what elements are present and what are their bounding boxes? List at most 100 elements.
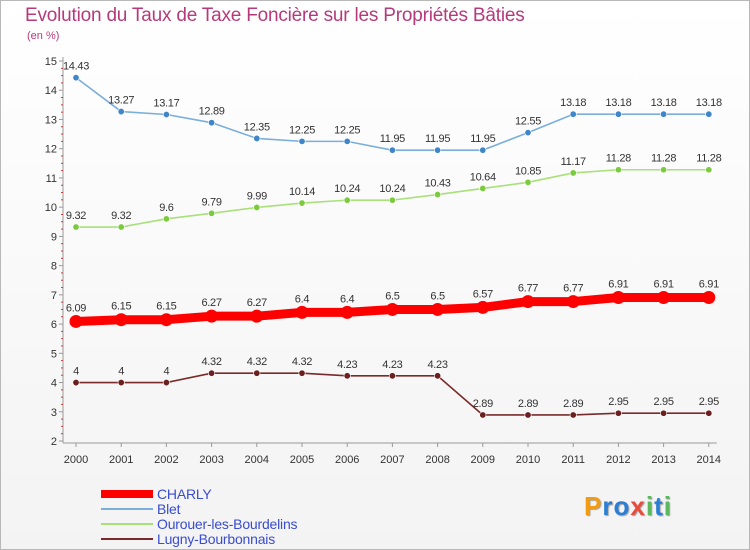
series-point-ourouer-les-bourdelins (434, 191, 442, 199)
series-point-lugny-bourbonnais (298, 369, 306, 377)
series-point-charly (431, 302, 445, 316)
series-point-ourouer-les-bourdelins (614, 166, 622, 174)
x-tick-label: 2010 (516, 454, 540, 466)
data-label-blet: 13.18 (651, 97, 677, 109)
data-label-charly: 6.77 (563, 283, 583, 295)
series-point-lugny-bourbonnais (72, 379, 80, 387)
y-tick-label: 10 (45, 202, 57, 214)
series-point-blet (388, 146, 396, 154)
proxiti-logo: Proxiti (584, 491, 672, 521)
data-label-blet: 12.25 (334, 124, 360, 136)
data-label-lugny-bourbonnais: 4 (73, 366, 79, 378)
data-label-charly: 6.91 (699, 278, 719, 290)
series-point-ourouer-les-bourdelins (343, 196, 351, 204)
x-tick-label: 2002 (154, 454, 178, 466)
legend-label-ourouer-les-bourdelins: Ourouer-les-Bourdelins (157, 516, 298, 532)
legend-swatch-ourouer-les-bourdelins (101, 523, 153, 525)
series-point-ourouer-les-bourdelins (388, 196, 396, 204)
series-point-charly (385, 302, 399, 316)
y-tick-label: 5 (51, 348, 57, 360)
y-tick-label: 6 (51, 319, 57, 331)
data-label-lugny-bourbonnais: 4.32 (201, 356, 221, 368)
series-point-blet (72, 74, 80, 82)
x-tick-label: 2006 (335, 454, 359, 466)
data-label-charly: 6.5 (430, 290, 445, 302)
y-tick-label: 7 (51, 290, 57, 302)
y-tick-label: 3 (51, 407, 57, 419)
data-label-ourouer-les-bourdelins: 10.24 (379, 183, 405, 195)
x-tick-label: 2004 (245, 454, 269, 466)
series-point-lugny-bourbonnais (162, 379, 170, 387)
data-label-charly: 6.15 (111, 301, 131, 313)
data-label-charly: 6.4 (295, 293, 310, 305)
legend-label-charly: CHARLY (157, 486, 212, 502)
series-point-blet (253, 134, 261, 142)
x-tick-label: 2014 (697, 454, 721, 466)
data-label-blet: 12.35 (244, 121, 270, 133)
data-label-charly: 6.27 (201, 297, 221, 309)
y-tick-label: 13 (45, 114, 57, 126)
data-label-ourouer-les-bourdelins: 10.24 (334, 183, 360, 195)
series-point-charly (114, 313, 128, 327)
legend-swatch-charly (101, 490, 153, 498)
series-point-blet (524, 129, 532, 137)
data-label-ourouer-les-bourdelins: 11.28 (696, 153, 721, 165)
series-point-ourouer-les-bourdelins (72, 223, 80, 231)
series-point-lugny-bourbonnais (614, 409, 622, 417)
series-point-lugny-bourbonnais (524, 411, 532, 419)
series-point-ourouer-les-bourdelins (569, 169, 577, 177)
x-tick-label: 2005 (290, 454, 314, 466)
data-label-lugny-bourbonnais: 2.89 (563, 398, 583, 410)
data-label-lugny-bourbonnais: 4 (163, 366, 169, 378)
series-point-ourouer-les-bourdelins (524, 178, 532, 186)
data-label-charly: 6.5 (385, 290, 400, 302)
series-point-charly (611, 290, 625, 304)
legend-swatch-lugny-bourbonnais (101, 538, 153, 540)
series-point-ourouer-les-bourdelins (117, 223, 125, 231)
data-label-lugny-bourbonnais: 2.89 (473, 398, 493, 410)
data-label-blet: 13.27 (108, 95, 134, 107)
data-label-lugny-bourbonnais: 4.23 (337, 359, 357, 371)
series-point-blet (434, 146, 442, 154)
series-point-lugny-bourbonnais (343, 372, 351, 380)
series-point-ourouer-les-bourdelins (298, 199, 306, 207)
x-tick-label: 2013 (651, 454, 675, 466)
series-point-ourouer-les-bourdelins (208, 209, 216, 217)
y-tick-label: 15 (45, 56, 57, 68)
series-point-lugny-bourbonnais (253, 369, 261, 377)
x-tick-label: 2012 (606, 454, 630, 466)
data-label-lugny-bourbonnais: 2.95 (653, 396, 673, 408)
series-point-lugny-bourbonnais (479, 411, 487, 419)
data-label-charly: 6.4 (340, 293, 355, 305)
data-label-blet: 12.55 (515, 116, 541, 128)
series-point-lugny-bourbonnais (569, 411, 577, 419)
data-label-ourouer-les-bourdelins: 11.17 (561, 156, 586, 168)
data-label-blet: 12.25 (289, 124, 315, 136)
series-point-blet (705, 110, 713, 118)
legend-label-lugny-bourbonnais: Lugny-Bourbonnais (157, 531, 276, 547)
series-point-blet (660, 110, 668, 118)
data-label-charly: 6.91 (653, 278, 673, 290)
data-label-blet: 13.18 (560, 97, 586, 109)
data-label-ourouer-les-bourdelins: 11.28 (651, 153, 676, 165)
data-label-ourouer-les-bourdelins: 9.32 (111, 210, 131, 222)
data-label-lugny-bourbonnais: 4.32 (247, 356, 267, 368)
y-tick-label: 12 (45, 144, 57, 156)
series-point-charly (159, 313, 173, 327)
data-label-lugny-bourbonnais: 2.95 (699, 396, 719, 408)
data-label-lugny-bourbonnais: 2.95 (608, 396, 628, 408)
data-label-lugny-bourbonnais: 4.23 (382, 359, 402, 371)
series-point-lugny-bourbonnais (208, 369, 216, 377)
y-tick-label: 11 (46, 173, 57, 185)
series-point-charly (566, 295, 580, 309)
data-label-ourouer-les-bourdelins: 10.14 (289, 186, 315, 198)
x-tick-label: 2007 (380, 454, 404, 466)
series-point-blet (298, 137, 306, 145)
data-label-lugny-bourbonnais: 2.89 (518, 398, 538, 410)
series-point-charly (476, 300, 490, 314)
data-label-blet: 12.89 (199, 106, 225, 118)
series-point-blet (117, 108, 125, 116)
series-point-lugny-bourbonnais (388, 372, 396, 380)
series-point-blet (479, 146, 487, 154)
